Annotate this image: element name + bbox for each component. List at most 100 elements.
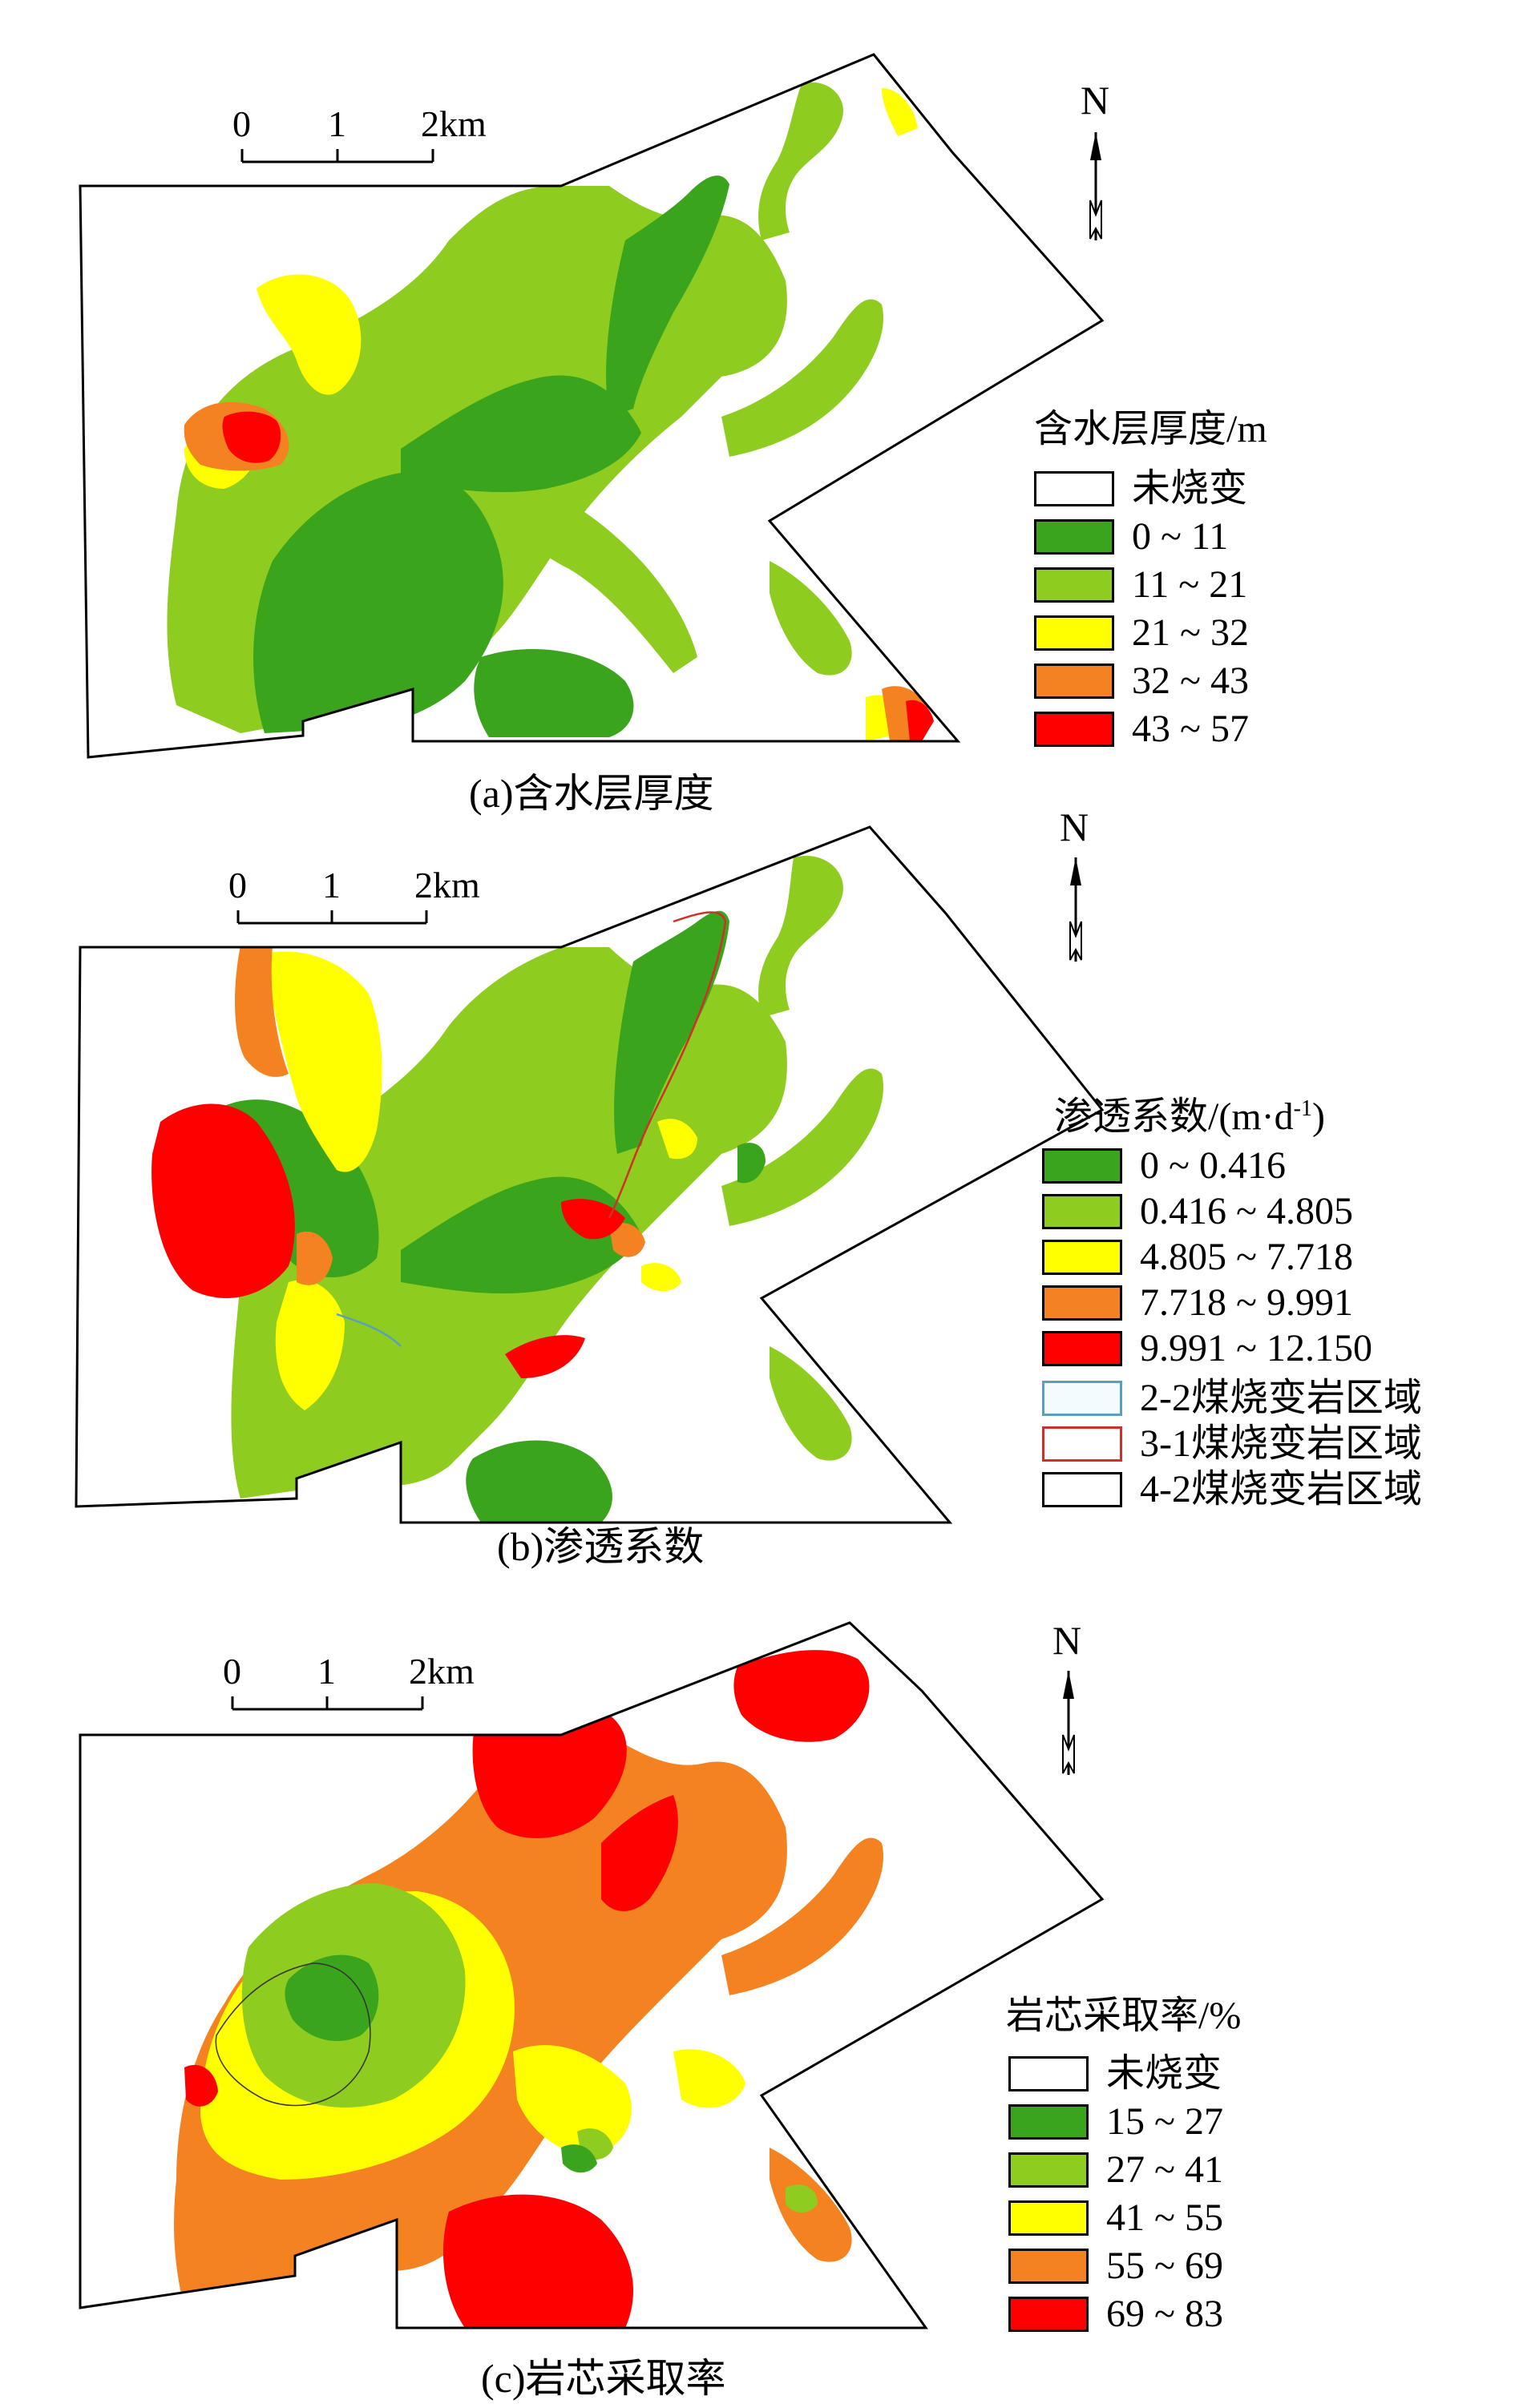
legend-swatch: [1042, 1331, 1122, 1366]
zone-orange: [235, 946, 289, 1077]
legend-label: 55 ~ 69: [1106, 2245, 1223, 2287]
scale-bar: [240, 149, 434, 163]
zone-dark-green: [614, 910, 729, 1154]
legend-label: 9.991 ~ 12.150: [1140, 1327, 1372, 1369]
panel-permeability: 0 1 2km N 渗透系数/(m·d-1) 0 ~ 0.416 0.416 ~…: [0, 801, 1515, 1603]
legend-swatch: [1008, 2249, 1089, 2284]
legend-item: 69 ~ 83: [1008, 2294, 1223, 2334]
zone-red: [152, 1103, 295, 1298]
zone-dark-green: [401, 375, 641, 493]
zone-yellow: [657, 1119, 697, 1160]
legend-label: 4.805 ~ 7.718: [1140, 1236, 1353, 1278]
zone-dark-green: [561, 2144, 597, 2173]
legend-label: 3-1煤烧变岩区域: [1140, 1422, 1422, 1465]
zone-dark-green: [474, 649, 634, 737]
scale-bar: [231, 1696, 424, 1711]
panel-aquifer-thickness: 0 1 2km N 含水层厚度/m 未烧变 0 ~ 11 11 ~ 21 21 …: [0, 0, 1515, 816]
legend-label: 0 ~ 0.416: [1140, 1144, 1286, 1187]
legend-swatch: [1034, 664, 1114, 699]
study-area-boundary: [75, 825, 1105, 1524]
legend-label: 21 ~ 32: [1132, 611, 1249, 654]
scale-label-2km: 2km: [421, 103, 487, 144]
legend-swatch: [1042, 1148, 1122, 1184]
zone-red: [222, 411, 281, 463]
scale-label-1: 1: [322, 865, 341, 906]
scale-label-2km: 2km: [414, 865, 480, 906]
legend-swatch: [1034, 615, 1114, 651]
legend-label: 0 ~ 11: [1132, 515, 1229, 558]
zone-red: [505, 1335, 585, 1378]
legend-item: 11 ~ 21: [1034, 565, 1247, 605]
legend-label: 4-2煤烧变岩区域: [1140, 1468, 1422, 1511]
legend-outline-item: 3-1煤烧变岩区域: [1042, 1424, 1422, 1464]
legend-item: 0 ~ 11: [1034, 517, 1228, 557]
legend-swatch: [1042, 1240, 1122, 1275]
legend-item: 9.991 ~ 12.150: [1042, 1329, 1372, 1369]
zone-yellow: [275, 1280, 345, 1410]
zone-yellow: [882, 88, 918, 136]
zone-red: [601, 1795, 678, 1911]
scale-label-2km: 2km: [409, 1651, 475, 1692]
zone-dark-green: [606, 175, 729, 417]
legend-swatch: [1008, 2200, 1089, 2236]
legend-title: 渗透系数/(m·d-1): [1054, 1088, 1325, 1138]
legend-label: 15 ~ 27: [1106, 2100, 1223, 2143]
zone-orange: [297, 1231, 333, 1285]
legend-title-end: ): [1311, 1095, 1325, 1138]
zone-light-green: [770, 561, 852, 676]
zone-light-green: [721, 1068, 883, 1226]
north-label: N: [1081, 78, 1110, 123]
figure-caption: (a)含水层厚度: [469, 771, 714, 816]
north-label: N: [1052, 1618, 1082, 1663]
zone-light-green: [770, 1346, 852, 1461]
legend-swatch: [1008, 2152, 1089, 2188]
zone-dark-green: [285, 1954, 379, 2042]
burnt-rock-outline: [215, 1962, 371, 2107]
scale-label-0: 0: [232, 103, 251, 144]
legend-label: 未烧变: [1132, 467, 1248, 510]
scale-label-0: 0: [228, 865, 247, 906]
permeability-map: [75, 825, 1105, 1524]
legend-outline-swatch: [1042, 1381, 1122, 1416]
legend-swatch: [1042, 1285, 1122, 1321]
legend-swatch: [1042, 1194, 1122, 1229]
legend-label: 32 ~ 43: [1132, 659, 1249, 702]
legend-swatch: [1034, 471, 1114, 506]
zone-light-green: [786, 2184, 818, 2213]
scale-label-1: 1: [328, 103, 346, 144]
zone-light-green: [758, 856, 843, 1018]
zone-yellow: [641, 1263, 681, 1292]
zone-red: [184, 2064, 218, 2107]
legend-item: 0.416 ~ 4.805: [1042, 1192, 1353, 1232]
legend-outline-item: 2-2煤烧变岩区域: [1042, 1378, 1422, 1418]
zone-yellow: [673, 2049, 745, 2108]
zone-yellow: [265, 951, 382, 1172]
scale-bar: [236, 910, 428, 925]
zone-red: [442, 2194, 633, 2328]
legend-swatch: [1034, 567, 1114, 603]
legend-item: 7.718 ~ 9.991: [1042, 1283, 1353, 1323]
scale-label-0: 0: [223, 1651, 241, 1692]
legend-swatch: [1034, 712, 1114, 747]
legend-outline-item: 4-2煤烧变岩区域: [1042, 1470, 1422, 1510]
zone-red: [906, 700, 934, 741]
zone-light-green: [497, 481, 697, 673]
legend-item: 21 ~ 32: [1034, 613, 1249, 653]
legend-item: 未烧变: [1034, 469, 1247, 509]
legend-label: 27 ~ 41: [1106, 2148, 1223, 2191]
aquifer-thickness-map: [79, 53, 1105, 759]
legend-item: 41 ~ 55: [1008, 2198, 1223, 2238]
legend-outline-swatch: [1042, 1472, 1122, 1507]
legend-label: 43 ~ 57: [1132, 708, 1249, 750]
legend-label: 41 ~ 55: [1106, 2196, 1223, 2239]
zone-orange: [609, 1223, 645, 1257]
legend-label: 2-2煤烧变岩区域: [1140, 1377, 1422, 1419]
legend-outline-swatch: [1042, 1426, 1122, 1462]
zone-dark-green: [466, 1440, 612, 1523]
legend-swatch: [1008, 2056, 1089, 2091]
legend-title: 含水层厚度/m: [1034, 408, 1267, 450]
zone-yellow: [513, 2045, 632, 2156]
legend-item: 43 ~ 57: [1034, 709, 1249, 749]
study-area-boundary: [79, 1621, 1105, 2329]
zone-yellow: [257, 274, 362, 395]
